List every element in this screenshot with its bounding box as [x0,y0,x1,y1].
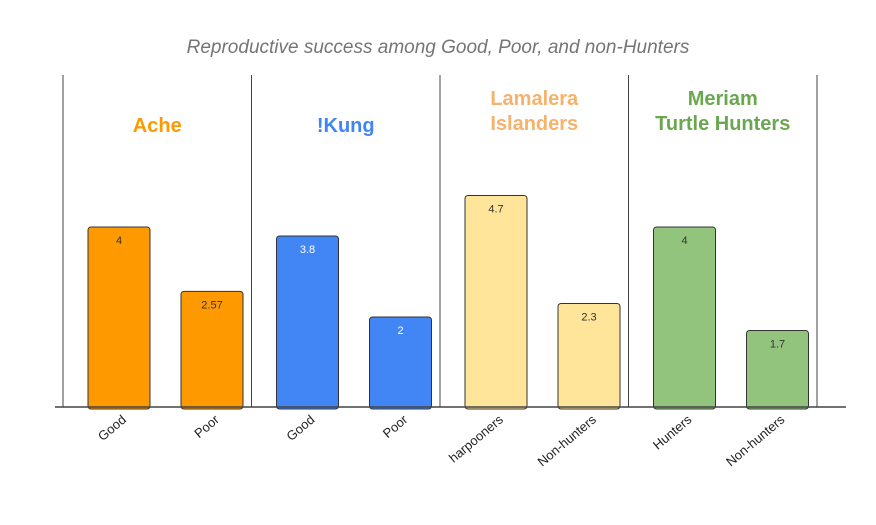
group-title: Islanders [490,113,578,135]
bar [180,290,244,410]
bar [746,330,809,410]
category-tick-label: Hunters [650,411,695,452]
category-labels: Good Poor Good Poor harpooners Non-hunters Hun… [95,411,788,469]
bar [369,316,432,410]
data-label: 3.8 [300,244,315,256]
category-tick-label: Non-hunters [723,411,788,469]
data-label: 2.57 [201,299,222,311]
chart-title: Reproductive success among Good, Poor, a… [187,37,690,58]
data-label: 4 [116,235,122,247]
group-separators [62,75,818,407]
group-title: Ache [133,115,182,137]
group-title: Meriam [688,88,758,110]
data-label: 4 [681,235,687,247]
bar [87,226,151,410]
category-tick-label: Good [95,412,129,444]
group-titles: Ache !Kung Lamalera Islanders Meriam Turtle H… [133,88,791,137]
group-title: !Kung [317,115,375,137]
bar [276,235,339,410]
bar [464,195,528,410]
data-label: 2 [397,325,403,337]
bar [557,303,621,410]
category-tick-label: Good [283,412,317,444]
group-title: Turtle Hunters [655,113,790,135]
category-tick-label: Poor [380,411,411,441]
category-tick-label: Poor [191,411,222,441]
bars: 4 2.57 3.8 2 4.7 2.3 4 1.7 [87,195,809,410]
bar [653,226,716,410]
data-label: 4.7 [488,204,503,216]
data-label: 1.7 [770,339,785,351]
category-tick-label: harpooners [446,411,506,465]
group-title: Lamalera [490,88,579,110]
data-label: 2.3 [581,312,596,324]
category-tick-label: Non-hunters [534,411,599,469]
